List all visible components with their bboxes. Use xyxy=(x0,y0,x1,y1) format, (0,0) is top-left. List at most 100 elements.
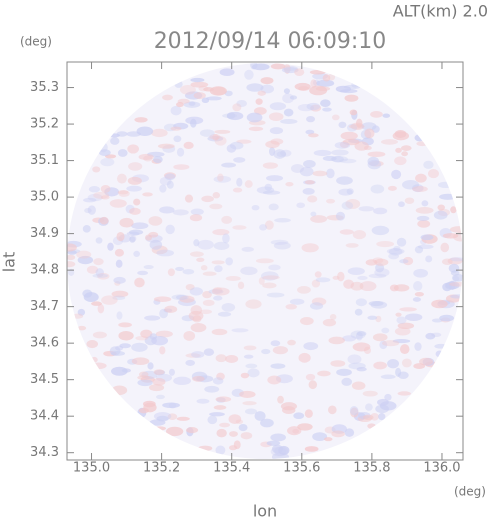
echo-blob xyxy=(154,369,166,376)
echo-blob xyxy=(273,149,286,159)
echo-blob xyxy=(167,413,178,420)
echo-blob xyxy=(254,411,266,421)
echo-blob xyxy=(343,279,355,289)
echo-blob xyxy=(404,197,415,204)
echo-blob xyxy=(248,126,264,132)
echo-blob xyxy=(202,290,212,299)
echo-blob xyxy=(344,428,355,437)
echo-blob xyxy=(189,251,204,257)
echo-blob xyxy=(362,390,378,397)
echo-blob xyxy=(356,331,367,337)
echo-blob xyxy=(116,173,127,184)
echo-blob xyxy=(190,322,207,333)
echo-blob xyxy=(110,137,120,145)
echo-blob xyxy=(405,313,423,321)
echo-blob xyxy=(305,129,315,135)
echo-blob xyxy=(226,111,244,121)
echo-blob xyxy=(336,368,352,376)
echo-blob xyxy=(243,345,257,351)
echo-blob xyxy=(449,257,463,262)
echo-blob xyxy=(342,335,357,342)
echo-blob xyxy=(287,339,296,346)
echo-blob xyxy=(233,157,246,163)
echo-blob xyxy=(274,218,291,223)
echo-blob xyxy=(339,229,354,235)
echo-blob xyxy=(349,406,359,416)
echo-blob xyxy=(126,231,140,236)
echo-blob xyxy=(331,155,344,163)
echo-blob xyxy=(419,357,433,366)
echo-blob xyxy=(393,245,401,252)
echo-blob xyxy=(374,268,390,277)
y-tick-label: 35.2 xyxy=(30,117,59,132)
echo-blob xyxy=(221,215,233,224)
echo-blob xyxy=(138,153,154,161)
echo-blob xyxy=(165,426,184,437)
echo-blob xyxy=(151,335,169,346)
echo-blob xyxy=(209,412,225,417)
echo-blob xyxy=(423,160,434,169)
echo-blob xyxy=(237,281,245,290)
echo-blob xyxy=(215,396,232,403)
echo-blob xyxy=(294,68,305,76)
echo-blob xyxy=(310,215,328,223)
echo-blob xyxy=(159,346,166,355)
echo-blob xyxy=(379,340,388,350)
echo-blob xyxy=(394,156,407,166)
echo-blob xyxy=(328,336,345,345)
echo-blob xyxy=(387,358,400,369)
echo-blob xyxy=(285,304,298,310)
echo-blob xyxy=(215,445,226,455)
echo-blob xyxy=(217,173,224,182)
echo-blob xyxy=(401,151,408,157)
echo-blob xyxy=(116,231,125,242)
echo-blob xyxy=(162,94,173,101)
echo-blob xyxy=(368,273,387,279)
echo-blob xyxy=(142,192,153,197)
echo-blob xyxy=(387,185,397,191)
echo-blob xyxy=(190,81,209,88)
echo-blob xyxy=(289,95,298,100)
echo-blob xyxy=(396,316,407,324)
echo-blob xyxy=(153,369,165,376)
echo-blob xyxy=(165,224,175,235)
echo-blob xyxy=(240,266,258,276)
echo-blob xyxy=(155,330,173,338)
echo-blob xyxy=(415,173,427,183)
echo-blob xyxy=(148,216,163,226)
chart-title: 2012/09/14 06:09:10 xyxy=(154,29,387,54)
echo-blob xyxy=(82,289,93,298)
echo-blob xyxy=(395,147,402,153)
echo-blob xyxy=(417,244,434,249)
echo-blob xyxy=(188,101,196,106)
echo-blob xyxy=(213,405,227,410)
echo-blob xyxy=(149,384,165,392)
echo-blob xyxy=(256,186,275,194)
echo-blob xyxy=(238,424,248,432)
echo-blob xyxy=(331,149,349,156)
y-unit: (deg) xyxy=(20,35,52,49)
echo-pattern xyxy=(67,63,463,459)
echo-blob xyxy=(198,445,213,451)
echo-blob xyxy=(309,302,324,310)
echo-blob xyxy=(157,143,175,149)
echo-blob xyxy=(153,155,163,164)
echo-blob xyxy=(95,237,103,244)
echo-blob xyxy=(135,336,149,341)
echo-blob xyxy=(216,372,225,381)
echo-blob xyxy=(442,233,459,239)
echo-blob xyxy=(149,239,163,250)
echo-blob xyxy=(326,198,336,204)
echo-blob xyxy=(92,331,107,339)
echo-blob xyxy=(310,211,317,217)
echo-blob xyxy=(431,299,448,309)
echo-blob xyxy=(101,295,118,305)
echo-blob xyxy=(118,331,134,341)
echo-blob xyxy=(127,176,142,185)
echo-blob xyxy=(207,135,224,142)
echo-blob xyxy=(86,340,99,349)
echo-blob xyxy=(312,170,328,177)
echo-blob xyxy=(214,136,227,146)
echo-blob xyxy=(299,166,314,177)
echo-blob xyxy=(306,116,315,123)
